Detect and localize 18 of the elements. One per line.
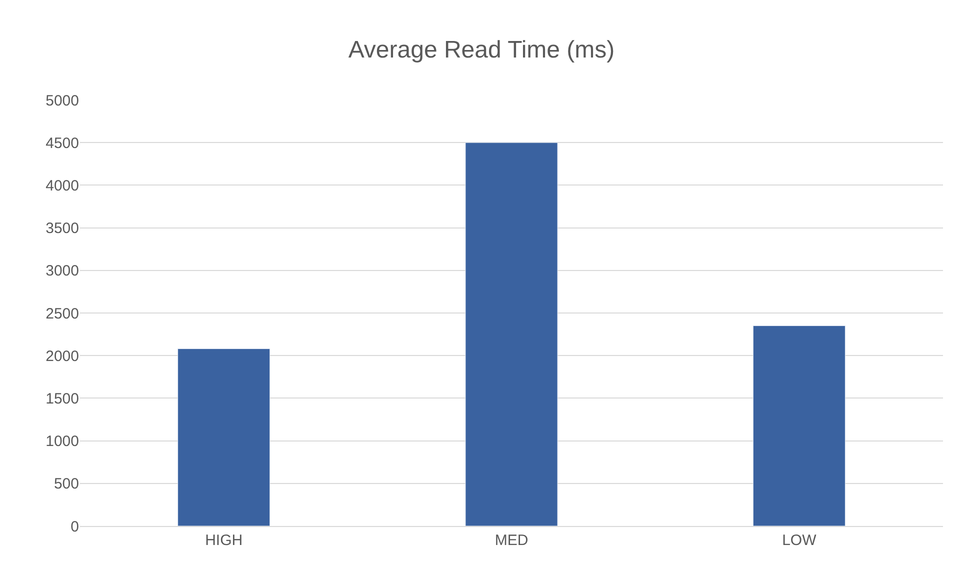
- y-tick-label: 2500: [46, 305, 79, 322]
- y-tick-label: 0: [70, 518, 79, 536]
- x-tick-label: HIGH: [205, 532, 243, 549]
- y-tick-label: 1500: [46, 390, 79, 408]
- y-tick-label: 3500: [46, 220, 79, 238]
- bar: [752, 326, 846, 526]
- y-tick-label: 1000: [46, 433, 79, 450]
- y-tick-label: 4000: [46, 177, 79, 194]
- bar: [178, 348, 270, 526]
- y-tick-label: 500: [54, 476, 79, 493]
- chart-title: Average Read Time (ms): [348, 36, 615, 64]
- y-tick-label: 3000: [46, 262, 79, 280]
- x-tick-label: LOW: [782, 532, 818, 549]
- x-tick-label: MED: [494, 532, 528, 549]
- y-tick-label: 2000: [46, 348, 79, 365]
- y-tick-label: 5000: [46, 92, 79, 110]
- bar: [465, 142, 558, 526]
- y-tick-label: 4500: [46, 134, 79, 152]
